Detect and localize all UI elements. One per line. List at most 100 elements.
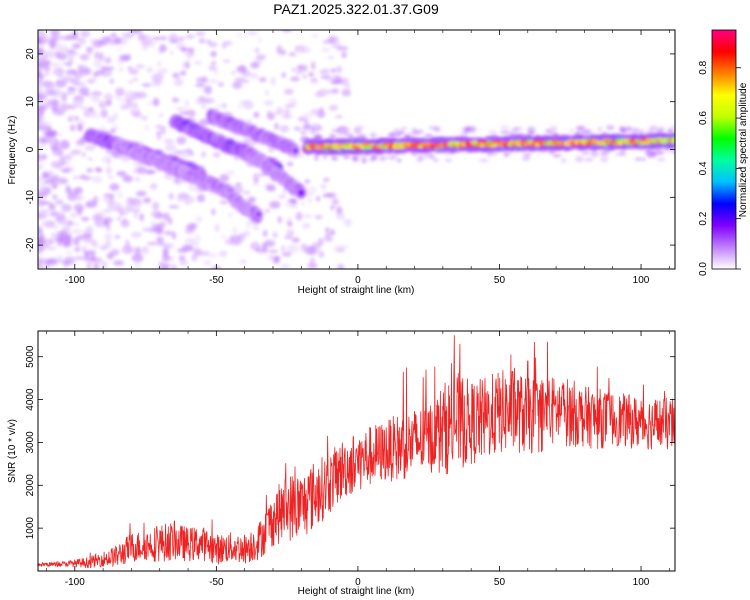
- spectrogram-noise-cell: [117, 47, 122, 52]
- spectrogram-noise-cell: [38, 193, 45, 198]
- spectrogram-noise-cell: [324, 227, 330, 233]
- spectrogram-noise-cell: [323, 236, 334, 242]
- spectrogram-noise-cell: [327, 89, 340, 95]
- spectrogram-noise-cell: [341, 88, 352, 97]
- spectrogram-noise-cell: [627, 126, 632, 131]
- spectrogram-noise-cell: [172, 72, 180, 79]
- spectrogram-noise-cell: [41, 220, 48, 228]
- spectrogram-noise-cell: [49, 202, 55, 210]
- spectrogram-noise-cell: [656, 157, 666, 162]
- spectrogram-noise-cell: [65, 250, 74, 256]
- spectrogram-noise-cell: [432, 158, 439, 162]
- spectrogram-noise-cell: [114, 37, 123, 42]
- spectrogram-noise-cell: [370, 132, 377, 139]
- spectrogram-noise-cell: [302, 223, 311, 229]
- spectrogram-noise-cell: [121, 218, 127, 225]
- spectrogram-noise-cell: [139, 213, 144, 222]
- spectrogram-noise-cell: [195, 83, 206, 88]
- spectrogram-noise-cell: [90, 257, 103, 263]
- spectrogram-noise-cell: [38, 56, 45, 64]
- spectrogram-noise-cell: [479, 158, 490, 163]
- x-tick-label: -100: [65, 577, 85, 588]
- spectrogram-noise-cell: [198, 96, 206, 103]
- spectrogram-noise-cell: [72, 30, 79, 39]
- spectrogram-noise-cell: [331, 198, 339, 205]
- spectrogram-noise-cell: [311, 33, 319, 39]
- spectrogram-noise-cell: [62, 76, 74, 83]
- spectrogram-noise-cell: [61, 203, 72, 212]
- spectrogram-noise-cell: [433, 126, 441, 132]
- spectrogram-noise-cell: [213, 67, 219, 76]
- spectrogram-noise-cell: [208, 42, 218, 48]
- spectrogram-cell: [297, 189, 305, 197]
- spectrogram-noise-cell: [38, 138, 43, 143]
- spectrogram-noise-cell: [57, 148, 64, 158]
- spectrogram-noise-cell: [239, 100, 252, 104]
- spectrogram-noise-cell: [237, 103, 245, 109]
- spectrogram-noise-cell: [203, 260, 212, 266]
- spectrogram-noise-cell: [417, 155, 427, 161]
- spectrogram-noise-cell: [136, 92, 145, 98]
- spectrogram-noise-cell: [262, 230, 268, 238]
- spectrogram-noise-cell: [488, 129, 498, 134]
- spectrogram-noise-cell: [41, 238, 53, 247]
- spectrogram-noise-cell: [337, 264, 345, 269]
- spectrogram-noise-cell: [184, 200, 190, 205]
- spectrogram-noise-cell: [51, 194, 58, 200]
- y-tick-label: 1000: [25, 517, 36, 540]
- spectrogram-noise-cell: [56, 40, 62, 50]
- spectrogram-noise-cell: [128, 208, 140, 213]
- spectrogram-noise-cell: [326, 192, 338, 199]
- spectrogram-noise-cell: [131, 253, 144, 263]
- spectrogram-noise-cell: [75, 38, 82, 42]
- spectrogram-noise-cell: [117, 190, 124, 200]
- spectrogram-noise-cell: [110, 32, 117, 38]
- spectrogram-noise-cell: [38, 225, 42, 229]
- spectrogram-noise-cell: [104, 232, 113, 242]
- spectrogram-noise-cell: [61, 93, 67, 103]
- spectrogram-noise-cell: [59, 35, 71, 41]
- spectrogram-noise-cell: [158, 113, 165, 118]
- spectrogram-noise-cell: [179, 260, 189, 266]
- spectrogram-noise-cell: [67, 87, 76, 91]
- chart-title: PAZ1.2025.322.01.37.G09: [273, 1, 439, 17]
- spectrogram-noise-cell: [295, 211, 303, 221]
- spectrogram-noise-cell: [125, 201, 134, 211]
- spectrogram-noise-cell: [600, 155, 609, 163]
- spectrogram-noise-cell: [295, 70, 303, 75]
- spectrogram-noise-cell: [246, 30, 259, 36]
- spectrogram-noise-cell: [38, 142, 42, 147]
- spectrogram-noise-cell: [242, 190, 251, 195]
- spectrogram-noise-cell: [335, 65, 343, 74]
- spectrogram-noise-cell: [134, 262, 141, 269]
- spectrogram-noise-cell: [289, 204, 298, 209]
- spectrogram-noise-cell: [101, 198, 113, 202]
- spectrogram-noise-cell: [330, 229, 335, 236]
- spectrogram-noise-cell: [74, 115, 79, 121]
- spectrogram-noise-cell: [55, 199, 64, 205]
- spectrogram-noise-cell: [75, 99, 84, 107]
- spectrogram-noise-cell: [253, 221, 259, 230]
- spectrogram-noise-cell: [232, 81, 243, 90]
- spectrogram-noise-cell: [105, 99, 112, 107]
- spectrogram-noise-cell: [606, 124, 615, 131]
- spectrogram-noise-cell: [277, 195, 287, 199]
- spectrogram-noise-cell: [45, 129, 57, 138]
- spectrogram-noise-cell: [168, 217, 173, 225]
- spectrogram-noise-cell: [47, 246, 58, 251]
- spectrogram-noise-cell: [552, 154, 562, 158]
- y-tick-label: -10: [25, 190, 36, 205]
- spectrogram-noise-cell: [317, 239, 324, 248]
- spectrogram-noise-cell: [99, 52, 104, 61]
- spectrogram-noise-cell: [63, 241, 72, 247]
- spectrogram-noise-cell: [184, 148, 193, 153]
- spectrogram-noise-cell: [321, 47, 331, 52]
- spectrogram-noise-cell: [73, 203, 85, 213]
- spectrogram-noise-cell: [121, 32, 133, 37]
- spectrogram-noise-cell: [199, 250, 210, 257]
- spectrogram-noise-cell: [69, 124, 76, 132]
- spectrogram-noise-cell: [214, 223, 220, 232]
- spectrogram-noise-cell: [179, 47, 192, 51]
- spectrogram-noise-cell: [314, 214, 323, 220]
- spectrogram-noise-cell: [79, 174, 87, 180]
